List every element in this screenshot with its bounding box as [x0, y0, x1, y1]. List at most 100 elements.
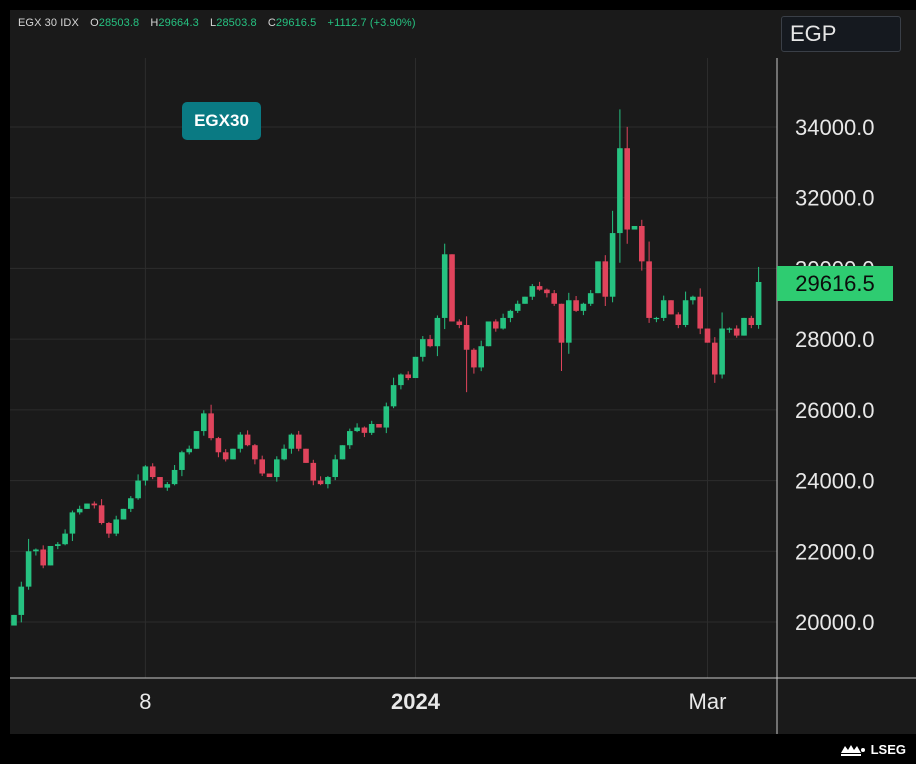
- candle: [441, 243, 448, 330]
- candle: [536, 281, 543, 291]
- candle-body: [697, 296, 703, 329]
- candle-body: [741, 317, 747, 336]
- candle-body: [288, 434, 295, 449]
- candle: [500, 313, 506, 330]
- y-tick-label: 20000.0: [795, 610, 875, 635]
- lseg-logo-icon: [840, 745, 865, 756]
- candle-body: [558, 303, 565, 343]
- candle-body: [587, 293, 594, 304]
- candle-body: [149, 466, 156, 478]
- candle: [712, 337, 718, 383]
- currency-selector[interactable]: EGP: [781, 16, 901, 52]
- candle-body: [259, 459, 265, 474]
- candle-body: [208, 413, 214, 439]
- candle: [69, 510, 76, 542]
- candle: [420, 336, 426, 362]
- candle: [595, 261, 601, 294]
- candle-body: [55, 544, 61, 546]
- candle-body: [135, 480, 141, 499]
- chart-frame: 20000.022000.024000.026000.028000.030000…: [10, 10, 916, 734]
- candle: [325, 475, 331, 489]
- candle: [471, 348, 477, 374]
- candle: [704, 328, 711, 343]
- candle: [602, 255, 609, 306]
- candlestick-chart[interactable]: 20000.022000.024000.026000.028000.030000…: [10, 10, 916, 734]
- candle: [493, 319, 499, 332]
- candle: [252, 443, 258, 465]
- candle-body: [186, 448, 192, 453]
- candle-body: [230, 448, 236, 460]
- candle: [646, 241, 652, 323]
- candle: [463, 316, 470, 393]
- candle: [566, 292, 572, 354]
- candle: [682, 291, 689, 328]
- candle-body: [551, 293, 557, 304]
- candle-body: [456, 321, 463, 325]
- candle: [25, 538, 32, 590]
- candle: [128, 496, 134, 513]
- candle-body: [485, 321, 492, 347]
- low-label: L: [210, 17, 217, 29]
- candle-body: [310, 462, 317, 481]
- candle: [449, 254, 455, 322]
- candle: [412, 356, 419, 379]
- candle: [390, 377, 397, 409]
- close-label: C: [267, 17, 276, 29]
- candle-body: [171, 469, 178, 485]
- candle: [266, 473, 273, 478]
- candle-body: [390, 385, 397, 407]
- candle: [120, 508, 127, 520]
- candle: [47, 545, 54, 566]
- candle: [259, 455, 265, 476]
- price-axis: 20000.022000.024000.026000.028000.030000…: [795, 115, 875, 635]
- candle-body: [493, 321, 499, 329]
- candle: [558, 303, 565, 371]
- candle: [84, 503, 90, 509]
- candle: [617, 109, 623, 263]
- candle: [149, 463, 156, 480]
- candle-body: [690, 296, 696, 301]
- candle: [485, 321, 492, 347]
- candle-body: [193, 431, 200, 449]
- candle: [186, 445, 192, 455]
- candle-body: [602, 261, 609, 297]
- close-value: 29616.5: [275, 17, 317, 29]
- candle-body: [463, 325, 470, 350]
- candle: [106, 521, 112, 538]
- y-tick-label: 26000.0: [795, 398, 875, 423]
- candle-body: [98, 505, 105, 523]
- candle-body: [712, 342, 718, 375]
- candle: [660, 295, 667, 322]
- candle-body: [18, 586, 25, 615]
- grid-lines: [10, 58, 777, 678]
- candle: [98, 499, 105, 525]
- candle-body: [157, 477, 163, 488]
- candle-body: [412, 356, 419, 379]
- candle: [478, 340, 484, 372]
- candle: [544, 288, 550, 298]
- candle: [587, 289, 594, 306]
- candle-body: [631, 226, 638, 230]
- candle-body: [303, 448, 309, 463]
- candle: [171, 465, 178, 486]
- candle-body: [646, 261, 652, 318]
- candle: [354, 423, 360, 433]
- time-axis: 8 2024 Mar: [139, 689, 726, 714]
- candle-body: [76, 508, 83, 513]
- candle: [55, 542, 61, 550]
- series-legend-badge[interactable]: EGX30: [182, 102, 261, 140]
- candle-body: [427, 339, 433, 347]
- candle: [726, 327, 733, 333]
- last-price-tag: 29616.5: [777, 266, 893, 301]
- candle: [193, 431, 200, 449]
- candle: [288, 433, 295, 454]
- candle-body: [471, 349, 477, 368]
- candle-body: [500, 317, 506, 329]
- candle: [580, 302, 587, 316]
- candle-body: [624, 148, 630, 230]
- candle-body: [441, 254, 448, 318]
- candle-body: [653, 317, 660, 320]
- candle: [522, 296, 528, 304]
- candle-body: [544, 289, 550, 294]
- candle: [91, 501, 98, 509]
